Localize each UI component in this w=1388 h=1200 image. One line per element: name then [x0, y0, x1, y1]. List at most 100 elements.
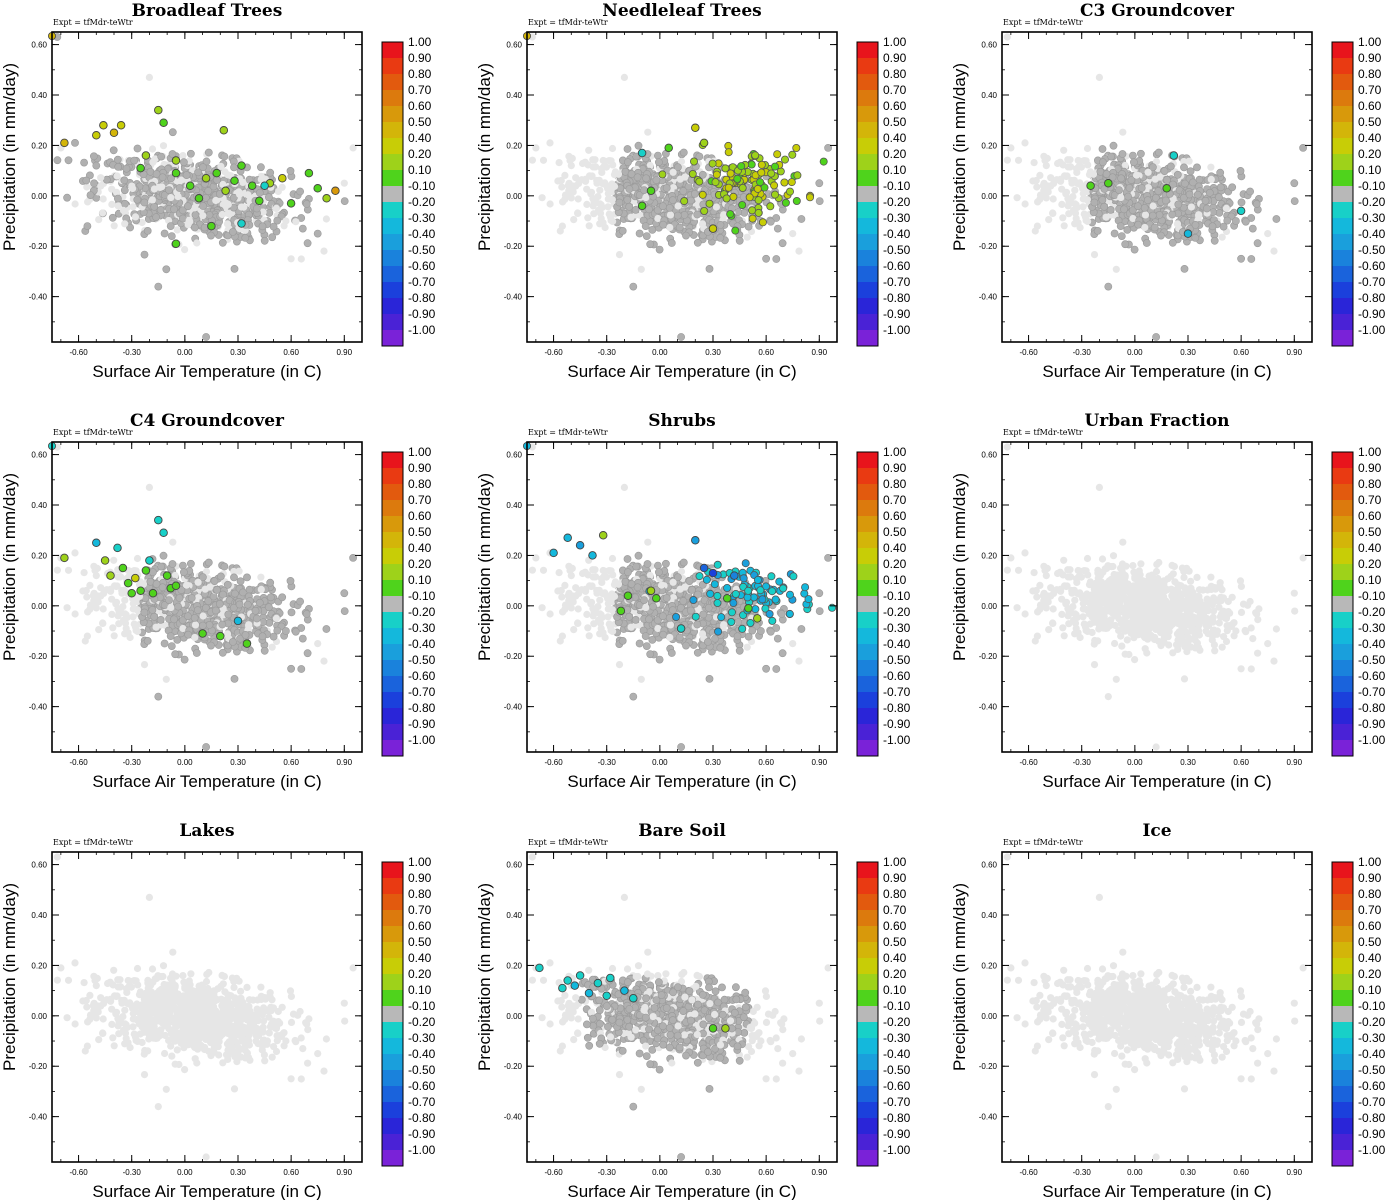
- colorbar-label: -0.90: [1358, 307, 1386, 321]
- data-point: [99, 209, 107, 217]
- data-point: [272, 204, 280, 212]
- data-point: [724, 183, 733, 192]
- colorbar-label: -0.20: [883, 195, 911, 209]
- data-point: [1152, 333, 1160, 341]
- data-point: [179, 624, 187, 633]
- data-point: [1034, 198, 1042, 206]
- data-point: [1047, 174, 1055, 182]
- y-tick-label: 0.60: [31, 451, 47, 460]
- colorbar-swatch: [1332, 74, 1353, 90]
- data-point: [1123, 225, 1132, 234]
- x-tick-label: 0.90: [1286, 348, 1302, 357]
- x-tick-label: 0.60: [283, 758, 299, 767]
- data-point: [1104, 282, 1113, 291]
- data-point: [340, 589, 349, 598]
- data-point: [596, 220, 604, 228]
- data-point: [773, 150, 782, 159]
- data-point: [154, 282, 163, 291]
- colorbar-swatch: [1332, 218, 1353, 234]
- data-point: [1130, 158, 1138, 167]
- data-point: [1090, 198, 1099, 207]
- data-point: [120, 186, 129, 195]
- data-point: [1120, 205, 1128, 214]
- data-point: [122, 624, 130, 633]
- panel-title: C3 Groundcover: [1080, 1, 1235, 21]
- data-point: [128, 182, 136, 190]
- colorbar-swatch: [382, 452, 403, 468]
- colorbar-swatch: [382, 692, 403, 708]
- colorbar-label: -0.90: [408, 717, 436, 731]
- data-point: [114, 605, 122, 613]
- data-point: [191, 621, 200, 629]
- data-point: [690, 189, 699, 198]
- data-point: [652, 176, 661, 184]
- data-point: [1253, 239, 1262, 248]
- data-point: [264, 603, 273, 612]
- data-point: [693, 238, 702, 247]
- data-point: [778, 649, 787, 658]
- data-point: [92, 604, 100, 612]
- x-axis-label: Surface Air Temperature (in C): [92, 362, 321, 381]
- data-point: [99, 605, 107, 613]
- data-point: [162, 675, 170, 683]
- data-point: [698, 190, 707, 199]
- data-point: [585, 222, 593, 230]
- data-point: [230, 589, 239, 598]
- data-point: [236, 577, 245, 586]
- data-point: [667, 239, 676, 247]
- data-point: [207, 641, 215, 650]
- data-point: [95, 216, 103, 224]
- data-point: [224, 171, 232, 179]
- y-tick-label: 0.00: [981, 192, 997, 201]
- data-point: [771, 190, 780, 199]
- data-point: [787, 178, 796, 187]
- data-point: [126, 633, 134, 642]
- x-tick-label: 0.90: [811, 348, 827, 357]
- colorbar-swatch: [382, 90, 403, 106]
- experiment-label: Expt = tfMdr-teWtr: [53, 18, 133, 27]
- colorbar-swatch: [382, 74, 403, 90]
- data-point: [708, 159, 717, 168]
- data-point: [252, 614, 261, 623]
- data-point: [1129, 151, 1137, 160]
- data-point: [1228, 183, 1237, 192]
- data-point: [680, 210, 689, 219]
- x-tick-label: 0.60: [758, 348, 774, 357]
- data-point: [297, 624, 306, 632]
- colorbar-swatch: [382, 330, 403, 346]
- data-point: [824, 143, 832, 152]
- data-point: [756, 178, 765, 187]
- colorbar-swatch: [382, 58, 403, 74]
- colorbar-label: 0.40: [408, 131, 432, 145]
- data-point: [632, 152, 641, 161]
- data-point: [281, 627, 290, 635]
- data-point: [168, 150, 177, 158]
- colorbar-label: -0.60: [408, 259, 436, 273]
- data-point: [198, 621, 207, 630]
- data-point: [1247, 214, 1256, 222]
- data-point: [1060, 222, 1068, 230]
- points: [528, 33, 832, 341]
- data-point: [618, 637, 627, 645]
- data-point: [753, 184, 762, 193]
- data-point: [1241, 217, 1250, 226]
- points: [1003, 33, 1307, 341]
- data-point: [1070, 176, 1078, 184]
- data-point: [1179, 193, 1188, 202]
- data-point: [1064, 163, 1072, 171]
- data-point: [243, 573, 251, 582]
- data-point: [154, 515, 163, 525]
- data-point: [627, 170, 636, 178]
- data-point: [1168, 238, 1177, 247]
- y-tick-label: 0.00: [31, 192, 47, 201]
- data-point: [1064, 156, 1072, 164]
- colorbar-swatch: [1332, 138, 1353, 154]
- data-point: [229, 603, 238, 612]
- data-point: [109, 146, 118, 155]
- data-point: [296, 187, 304, 196]
- data-point: [1264, 230, 1272, 238]
- data-point: [118, 563, 128, 573]
- colorbar-swatch: [382, 42, 403, 58]
- data-point: [120, 586, 128, 594]
